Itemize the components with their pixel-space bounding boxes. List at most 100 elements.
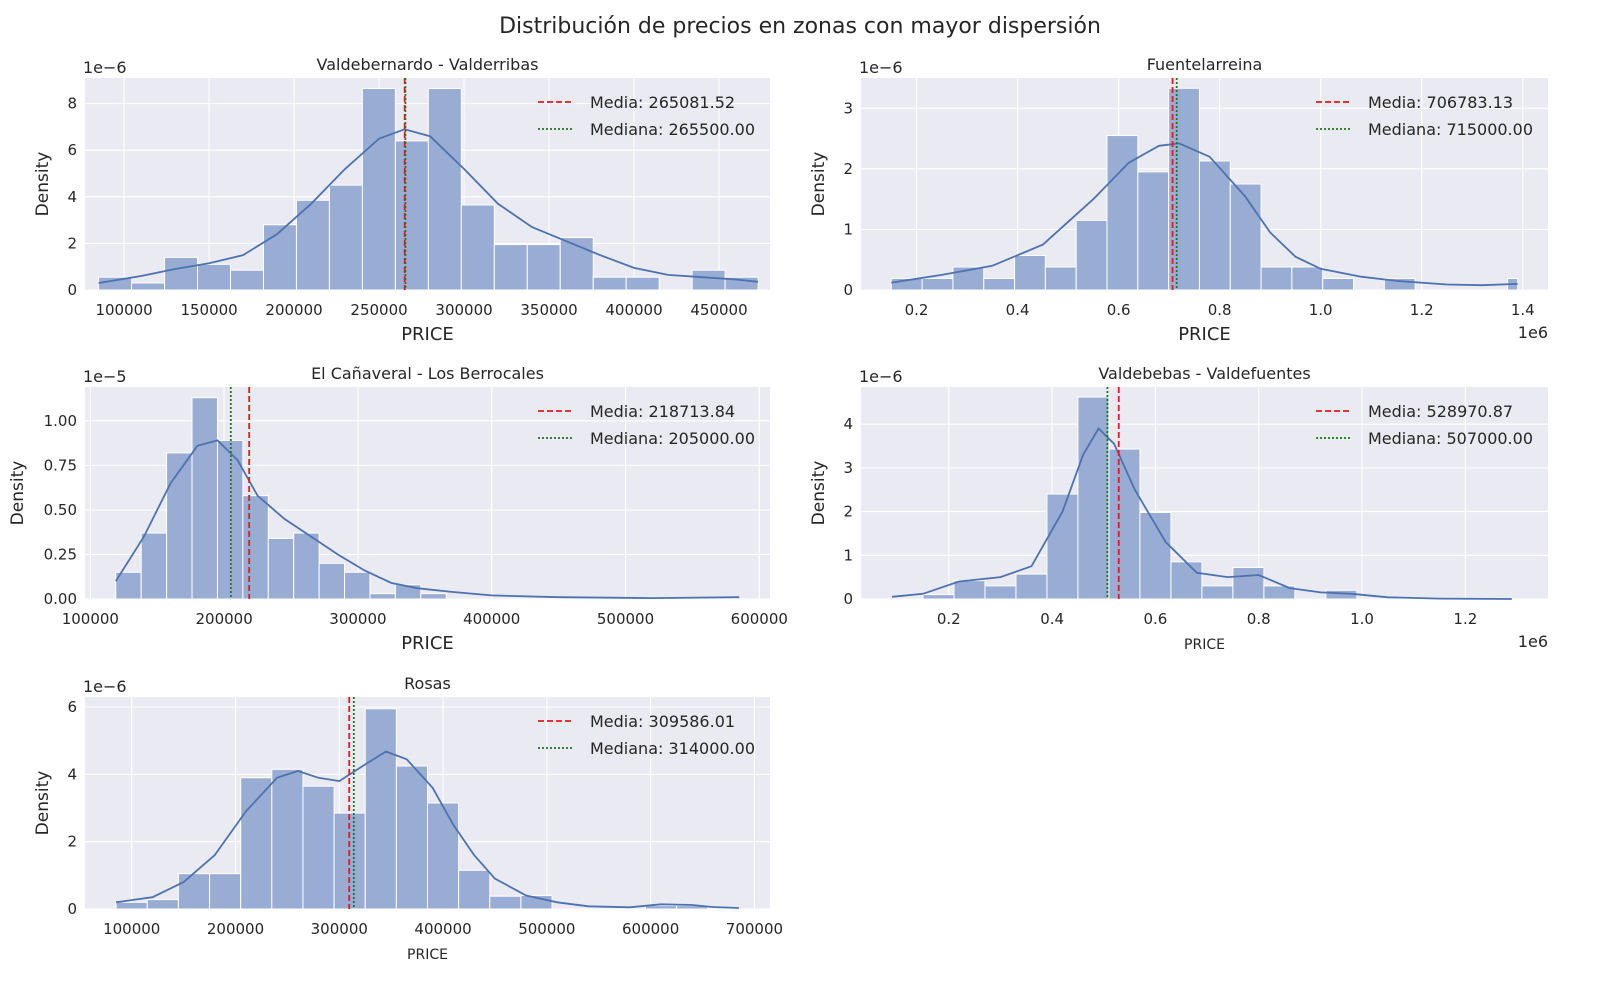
x-tick-label: 500000 [518, 920, 575, 938]
y-offset-text: 1e−6 [859, 367, 903, 386]
histogram-bar [328, 184, 363, 291]
legend-median-label: Mediana: 507000.00 [1368, 429, 1533, 448]
legend-mean-label: Media: 218713.84 [590, 402, 735, 421]
histogram-bar [1137, 171, 1170, 291]
y-offset-text: 1e−5 [83, 367, 127, 386]
histogram-bar [420, 593, 447, 600]
x-axis-label: PRICE [407, 947, 448, 963]
legend-median-label: Mediana: 314000.00 [590, 739, 755, 758]
y-offset-text: 1e−6 [83, 677, 127, 696]
legend-mean-label: Media: 265081.52 [590, 93, 735, 112]
x-tick-label: 100000 [62, 610, 119, 628]
chart-panel-valdebernardo: 100000 150000 200000 250000 300000 350000 4000… [33, 55, 770, 345]
x-axis-label: PRICE [1184, 637, 1225, 653]
x-tick-label: 0.4 [1006, 301, 1030, 319]
subplot-title: Rosas [404, 674, 451, 693]
figure-title: Distribución de precios en zonas con may… [499, 14, 1101, 39]
y-offset-text: 1e−6 [859, 58, 903, 77]
x-tick-label: 700000 [726, 920, 783, 938]
kde-line [891, 142, 1518, 287]
y-tick-label: 1 [843, 546, 853, 564]
kde-line [891, 427, 1512, 600]
histogram-bar [177, 873, 211, 910]
histogram-bar [921, 277, 954, 291]
x-tick-label: 200000 [196, 610, 253, 628]
legend-mean-label: Media: 706783.13 [1368, 93, 1513, 112]
x-tick-label: 150000 [180, 301, 237, 319]
histogram-bar [115, 901, 148, 910]
x-tick-label: 300000 [311, 920, 368, 938]
y-tick-label: 4 [843, 415, 853, 433]
y-tick-label: 1 [843, 220, 853, 238]
histogram-bar [344, 571, 371, 600]
x-tick-label: 400000 [414, 920, 471, 938]
histogram-bar [1291, 266, 1324, 291]
x-tick-label: 1.2 [1453, 610, 1477, 628]
histogram-bar [1046, 493, 1079, 600]
legend-median-label: Mediana: 715000.00 [1368, 120, 1533, 139]
histogram-bar [953, 580, 986, 600]
y-tick-label: 0.50 [44, 501, 77, 519]
histogram-bar [1014, 254, 1046, 291]
kde-line [115, 439, 740, 600]
x-tick-label: 300000 [329, 610, 386, 628]
y-tick-label: 4 [67, 188, 77, 206]
histogram-bar [197, 263, 231, 291]
histogram-bar [625, 276, 660, 291]
x-tick-label: 450000 [690, 301, 747, 319]
y-axis-label: Density [8, 461, 28, 526]
x-tick-label: 200000 [265, 301, 322, 319]
y-axis-label: Density [33, 152, 53, 217]
y-tick-label: 0 [843, 590, 853, 608]
y-axis-label: Density [809, 461, 829, 526]
x-tick-label: 1.4 [1511, 301, 1535, 319]
histogram-bar [302, 785, 335, 910]
histogram-bar [489, 895, 522, 910]
x-tick-label: 0.2 [905, 301, 929, 319]
x-tick-label: 0.8 [1247, 610, 1271, 628]
x-tick-label: 100000 [95, 301, 152, 319]
histogram-bar [166, 452, 193, 600]
histogram-bar [1229, 183, 1262, 291]
histogram-bar [1260, 266, 1293, 291]
histogram-bar [1108, 448, 1141, 600]
chart-panel-fuentelarreina: 0.2 0.4 0.6 0.8 1.0 1.2 1.4 0 1 2 3 Fuentelarreina P… [809, 55, 1548, 345]
chart-panel-rosas: 100000 200000 300000 400000 500000 600000 7000… [33, 674, 783, 963]
y-tick-label: 6 [67, 141, 77, 159]
x-tick-label: 500000 [597, 610, 654, 628]
x-offset-text: 1e6 [1518, 632, 1548, 651]
histogram-bar [493, 244, 528, 291]
histogram-bar [271, 768, 304, 910]
x-offset-text: 1e6 [1518, 323, 1548, 342]
legend-median-label: Mediana: 205000.00 [590, 429, 755, 448]
histogram-bar [191, 397, 218, 600]
y-tick-label: 3 [843, 459, 853, 477]
x-tick-label: 1.0 [1309, 301, 1333, 319]
x-tick-label: 350000 [520, 301, 577, 319]
y-axis-label: Density [809, 152, 829, 217]
histogram-bar [427, 802, 460, 910]
histogram-bar [1383, 277, 1416, 291]
x-tick-label: 0.4 [1040, 610, 1064, 628]
histogram-bar [115, 571, 142, 600]
y-axis-label: Density [33, 771, 53, 836]
histogram-bar [394, 140, 429, 291]
x-axis-label: PRICE [401, 633, 454, 654]
histogram-bar [140, 532, 168, 600]
y-tick-label: 4 [67, 765, 77, 783]
x-tick-label: 400000 [463, 610, 520, 628]
x-tick-label: 200000 [207, 920, 264, 938]
y-tick-label: 2 [67, 234, 77, 252]
histogram-bar [592, 276, 627, 291]
x-tick-label: 100000 [103, 920, 160, 938]
histogram-bar [1198, 160, 1231, 291]
x-tick-label: 0.6 [1143, 610, 1167, 628]
histogram-bar [146, 899, 179, 910]
histogram-bar [1077, 396, 1110, 600]
y-tick-label: 0 [843, 281, 853, 299]
histogram-bar [1139, 511, 1172, 600]
histogram-bar [318, 562, 346, 600]
x-tick-label: 0.6 [1107, 301, 1131, 319]
histogram-bar [131, 282, 166, 291]
x-tick-label: 250000 [350, 301, 407, 319]
